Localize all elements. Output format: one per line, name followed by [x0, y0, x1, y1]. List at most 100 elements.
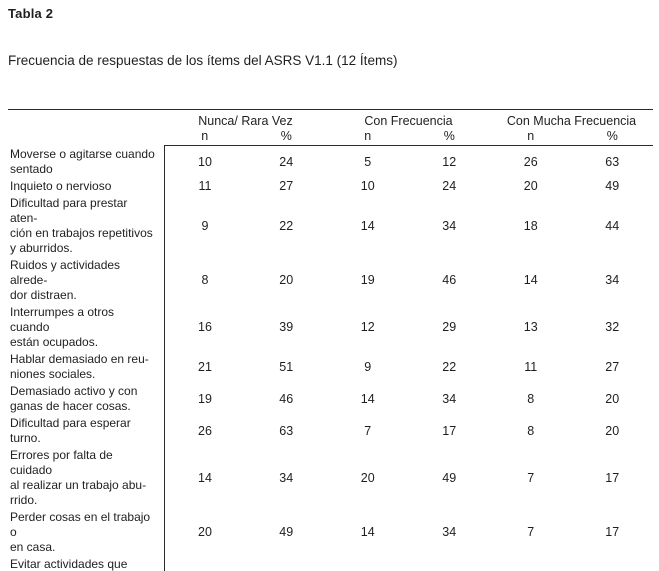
- pct-value: 34: [442, 218, 457, 233]
- n-value: 12: [360, 320, 375, 334]
- n-value: 9: [201, 218, 209, 233]
- n-value: 11: [524, 359, 538, 374]
- n-value: 7: [490, 556, 572, 571]
- pct-value: 29: [442, 320, 457, 334]
- n-value: 18: [523, 218, 538, 233]
- n-value: 14: [523, 273, 538, 287]
- n-value: 20: [360, 470, 375, 485]
- pct-value: 20: [605, 423, 620, 438]
- table-row: Errores por falta de cuidado al realizar…: [8, 446, 653, 509]
- table-row: Evitar actividades que exijan pensar muc…: [8, 555, 654, 571]
- pct-value: 51: [279, 359, 294, 374]
- pct-value: 46: [442, 273, 457, 287]
- pct-value: 34: [279, 470, 294, 485]
- pct-value: 27: [279, 179, 294, 193]
- pct-value: 49: [246, 556, 328, 571]
- pct-value: 24: [279, 154, 294, 169]
- item-label: Inquieto o nervioso: [8, 177, 165, 195]
- corner-cell: [8, 129, 164, 146]
- item-label: Dificultad para prestar aten- ción en tr…: [8, 194, 165, 257]
- n-value: 7: [527, 525, 535, 539]
- pct-value: 34: [605, 273, 620, 287]
- n-value: 14: [360, 525, 375, 539]
- n-value: 13: [523, 320, 538, 334]
- table-row: Inquieto o nervioso 11 27 10 24 20 49: [8, 177, 653, 195]
- item-label: Dificultad para esperar turno.: [8, 414, 165, 447]
- n-value: 26: [198, 423, 212, 438]
- pct-value: 49: [605, 179, 620, 193]
- n-value: 10: [360, 179, 375, 193]
- pct-value: 17: [572, 556, 654, 571]
- n-value: 14: [360, 218, 375, 233]
- pct-value: 20: [279, 273, 294, 287]
- pct-value: 46: [279, 391, 294, 406]
- table-row: Moverse o agitarse cuando sentado 10 24 …: [8, 145, 653, 178]
- subheader-pct: %: [245, 129, 327, 146]
- subheader-n: n: [164, 129, 246, 146]
- item-label: Moverse o agitarse cuando sentado: [8, 145, 165, 178]
- frequency-table: Nunca/ Rara Vez Con Frecuencia Con Mucha…: [8, 109, 654, 571]
- item-label: Errores por falta de cuidado al realizar…: [8, 446, 165, 509]
- subheader-n: n: [490, 129, 572, 146]
- n-value: 20: [523, 179, 538, 193]
- pct-value: 32: [605, 320, 620, 334]
- table-row: Ruidos y actividades alrede- dor distrae…: [8, 256, 653, 304]
- group-header-row: Nunca/ Rara Vez Con Frecuencia Con Mucha…: [8, 110, 653, 130]
- n-value: 21: [198, 359, 212, 374]
- n-value: 7: [527, 470, 535, 485]
- pct-value: 24: [442, 179, 457, 193]
- n-value: 9: [364, 359, 372, 374]
- n-value: 19: [360, 273, 375, 287]
- item-label: Perder cosas en el trabajo o en casa.: [8, 508, 165, 556]
- pct-value: 17: [442, 423, 457, 438]
- pct-value: 34: [409, 556, 491, 571]
- subheader-n: n: [327, 129, 409, 146]
- group-header-con-frecuencia: Con Frecuencia: [364, 114, 453, 128]
- n-value: 8: [201, 273, 209, 287]
- group-header-nunca: Nunca/ Rara Vez: [198, 114, 293, 128]
- n-value: 14: [198, 470, 212, 485]
- corner-cell: [8, 110, 164, 130]
- item-label: Hablar demasiado en reu- niones sociales…: [8, 350, 165, 383]
- n-value: 11: [198, 179, 212, 193]
- n-value: 7: [364, 423, 372, 438]
- pct-value: 12: [442, 154, 457, 169]
- item-label: Interrumpes a otros cuando están ocupado…: [8, 303, 165, 351]
- pct-value: 63: [605, 154, 620, 169]
- table-number: Tabla 2: [8, 6, 54, 21]
- n-value: 20: [164, 556, 246, 571]
- pct-value: 49: [279, 525, 294, 539]
- pct-value: 20: [605, 391, 620, 406]
- group-header-con-mucha-frecuencia: Con Mucha Frecuencia: [506, 114, 637, 128]
- subheader-pct: %: [408, 129, 490, 146]
- pct-value: 27: [605, 359, 620, 374]
- table-row: Dificultad para prestar aten- ción en tr…: [8, 194, 653, 257]
- table-body: Moverse o agitarse cuando sentado 10 24 …: [8, 145, 654, 571]
- pct-value: 49: [442, 470, 457, 485]
- item-label: Ruidos y actividades alrede- dor distrae…: [8, 256, 165, 304]
- n-value: 19: [198, 391, 212, 406]
- item-label: Evitar actividades que exijan pensar muc…: [8, 555, 165, 571]
- n-value: 14: [327, 556, 409, 571]
- n-value: 8: [527, 391, 535, 406]
- table-row: Interrumpes a otros cuando están ocupado…: [8, 303, 653, 351]
- n-value: 10: [198, 154, 212, 169]
- n-value: 14: [360, 391, 375, 406]
- pct-value: 34: [442, 525, 457, 539]
- pct-value: 44: [605, 218, 620, 233]
- pct-value: 63: [279, 423, 294, 438]
- table-caption: Frecuencia de respuestas de los ítems de…: [8, 53, 398, 68]
- pct-value: 22: [442, 359, 457, 374]
- table-header: Nunca/ Rara Vez Con Frecuencia Con Mucha…: [8, 110, 654, 146]
- pct-value: 17: [605, 470, 620, 485]
- subheader-pct: %: [571, 129, 654, 146]
- n-value: 26: [523, 154, 538, 169]
- n-value: 16: [198, 320, 212, 334]
- pct-value: 17: [605, 525, 620, 539]
- pct-value: 34: [442, 391, 457, 406]
- item-label: Demasiado activo y con ganas de hacer co…: [8, 382, 165, 415]
- pct-value: 22: [279, 218, 294, 233]
- table-row: Hablar demasiado en reu- niones sociales…: [8, 350, 653, 383]
- table-row: Demasiado activo y con ganas de hacer co…: [8, 382, 653, 415]
